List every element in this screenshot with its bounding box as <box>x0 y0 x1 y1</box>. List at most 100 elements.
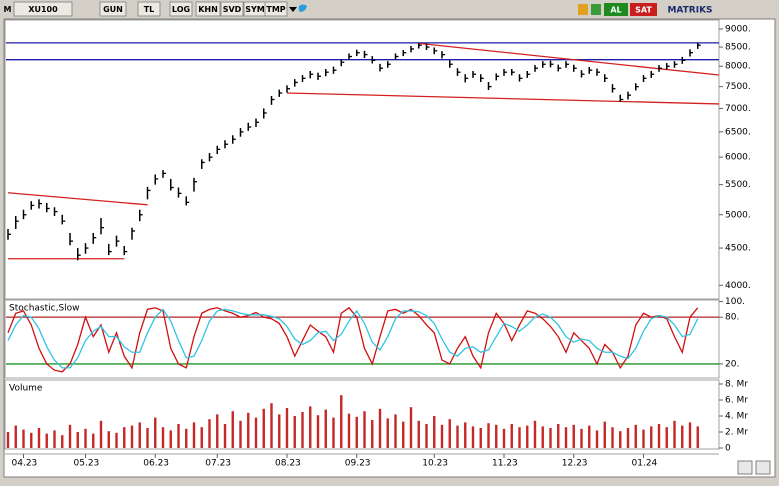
volume-bar <box>37 428 41 448</box>
volume-bar <box>502 428 506 448</box>
volume-bar <box>363 411 366 448</box>
volume-bar <box>138 422 141 448</box>
tool-icon[interactable] <box>578 4 588 15</box>
toolbar-label: M <box>4 5 12 14</box>
volume-bar <box>526 425 529 448</box>
volume-bar <box>107 431 110 448</box>
volume-bar <box>239 420 242 448</box>
volume-bar <box>564 427 568 448</box>
volume-bar <box>324 409 327 448</box>
x-tick-label: 09.23 <box>345 459 371 469</box>
volume-bar <box>340 395 343 448</box>
x-tick-label: 12.23 <box>562 459 588 469</box>
volume-bar <box>549 428 552 448</box>
toolbar-button[interactable] <box>264 1 288 17</box>
volume-bar <box>14 425 17 448</box>
toolbar-button[interactable] <box>137 1 161 17</box>
toolbar-label: LOG <box>172 5 190 14</box>
volume-bar <box>696 426 699 448</box>
volume-bar <box>572 424 575 448</box>
volume-bar <box>510 424 513 448</box>
volume-bar <box>247 412 250 448</box>
y-tick-label: 8500. <box>725 43 751 53</box>
y-tick-label: 6500. <box>725 127 751 137</box>
volume-bar <box>200 427 203 448</box>
volume-bar <box>231 411 234 448</box>
volume-bar <box>665 427 668 448</box>
volume-bar <box>619 431 622 448</box>
tool-icon[interactable] <box>591 4 601 15</box>
volume-bar <box>285 408 289 448</box>
volume-bar <box>588 425 591 448</box>
toolbar-button[interactable] <box>99 1 127 17</box>
twitter-icon[interactable] <box>298 4 307 13</box>
volume-bar <box>440 424 444 448</box>
volume-bar <box>518 427 521 448</box>
sell-button[interactable] <box>630 3 657 16</box>
volume-bar <box>347 413 351 448</box>
volume-bar <box>456 425 459 448</box>
volume-bar <box>254 417 258 448</box>
volume-bar <box>146 428 149 448</box>
dropdown-icon[interactable] <box>289 7 297 12</box>
volume-bar <box>386 418 389 448</box>
volume-bar <box>378 408 382 448</box>
volume-bar <box>448 419 451 448</box>
volume-bar <box>301 412 304 448</box>
nav-button[interactable] <box>737 460 753 475</box>
volume-bar <box>673 420 676 448</box>
toolbar-button[interactable] <box>195 1 221 17</box>
volume-bar <box>216 414 219 448</box>
volume-bar <box>177 424 180 448</box>
y-tick-label: 4000. <box>725 281 751 291</box>
volume-bar <box>626 428 630 448</box>
volume-bar <box>270 403 273 448</box>
volume-bar <box>208 419 211 448</box>
buy-label: AL <box>610 6 621 15</box>
volume-bar <box>192 422 196 448</box>
y-tick-label: 100. <box>725 297 745 307</box>
volume-bar <box>580 428 583 448</box>
trend-line <box>286 92 720 105</box>
volume-bar <box>433 416 436 448</box>
x-tick-label: 10.23 <box>422 459 448 469</box>
volume-bar <box>278 414 281 448</box>
x-tick-label: 05.23 <box>74 459 100 469</box>
stoch-panel <box>4 299 720 379</box>
volume-bar <box>30 432 33 448</box>
volume-bar <box>533 420 537 448</box>
nav-buttons[interactable] <box>737 460 771 475</box>
toolbar-button[interactable] <box>220 1 244 17</box>
volume-bar <box>84 428 87 448</box>
volume-bar <box>262 408 265 448</box>
toolbar-label: XU100 <box>28 5 58 14</box>
toolbar-label: SYM <box>245 5 265 14</box>
volume-bar <box>595 430 599 448</box>
nav-button[interactable] <box>755 460 771 475</box>
y-tick-label: 7000. <box>725 104 751 114</box>
panel-title: Volume <box>9 384 43 394</box>
volume-bar <box>394 414 397 448</box>
toolbar-button[interactable] <box>13 1 73 17</box>
y-tick-label: 7500. <box>725 82 751 92</box>
volume-bar <box>185 428 188 448</box>
toolbar-label: TMP <box>266 5 285 14</box>
volume-bar <box>657 424 661 448</box>
volume-bar <box>123 427 126 448</box>
x-tick-label: 07.23 <box>205 459 231 469</box>
y-tick-label: 8000. <box>725 62 751 72</box>
volume-bar <box>479 428 482 448</box>
y-tick-label: 4500. <box>725 244 751 254</box>
volume-bar <box>169 430 172 448</box>
volume-bar <box>115 432 118 448</box>
toolbar-label: KHN <box>198 5 218 14</box>
y-tick-label: 5000. <box>725 210 751 220</box>
toolbar-label: SVD <box>223 5 242 14</box>
y-tick-label: 4. Mr <box>725 412 748 422</box>
price-panel <box>4 19 720 300</box>
buy-button[interactable] <box>604 3 628 16</box>
toolbar-button[interactable] <box>169 1 193 17</box>
volume-bar <box>316 415 320 448</box>
